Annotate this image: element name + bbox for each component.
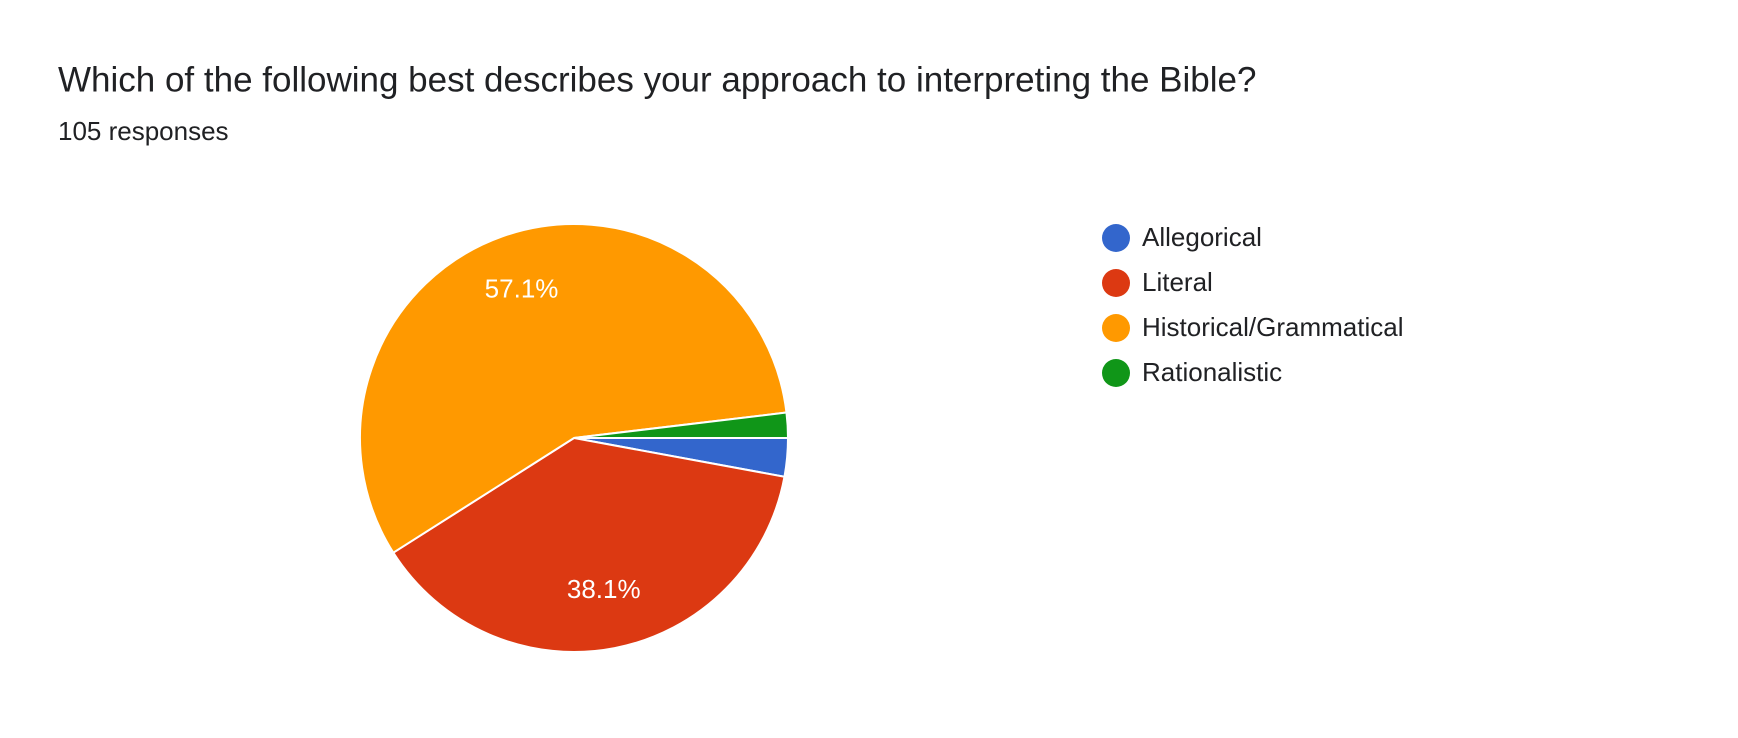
slice-label: 38.1% <box>567 574 641 604</box>
legend-swatch <box>1102 314 1130 342</box>
pie-slice <box>573 411 790 439</box>
legend-label: Historical/Grammatical <box>1142 312 1404 342</box>
legend-label: Literal <box>1142 267 1213 297</box>
chart-subtitle: 105 responses <box>58 116 229 146</box>
legend-label: Allegorical <box>1142 222 1262 252</box>
legend-swatch <box>1102 359 1130 387</box>
legend-swatch <box>1102 269 1130 297</box>
pie-slice <box>359 223 788 555</box>
legend-label: Rationalistic <box>1142 357 1282 387</box>
chart-title: Which of the following best describes yo… <box>58 60 1256 99</box>
legend-swatch <box>1102 224 1130 252</box>
slice-label: 57.1% <box>485 274 559 304</box>
